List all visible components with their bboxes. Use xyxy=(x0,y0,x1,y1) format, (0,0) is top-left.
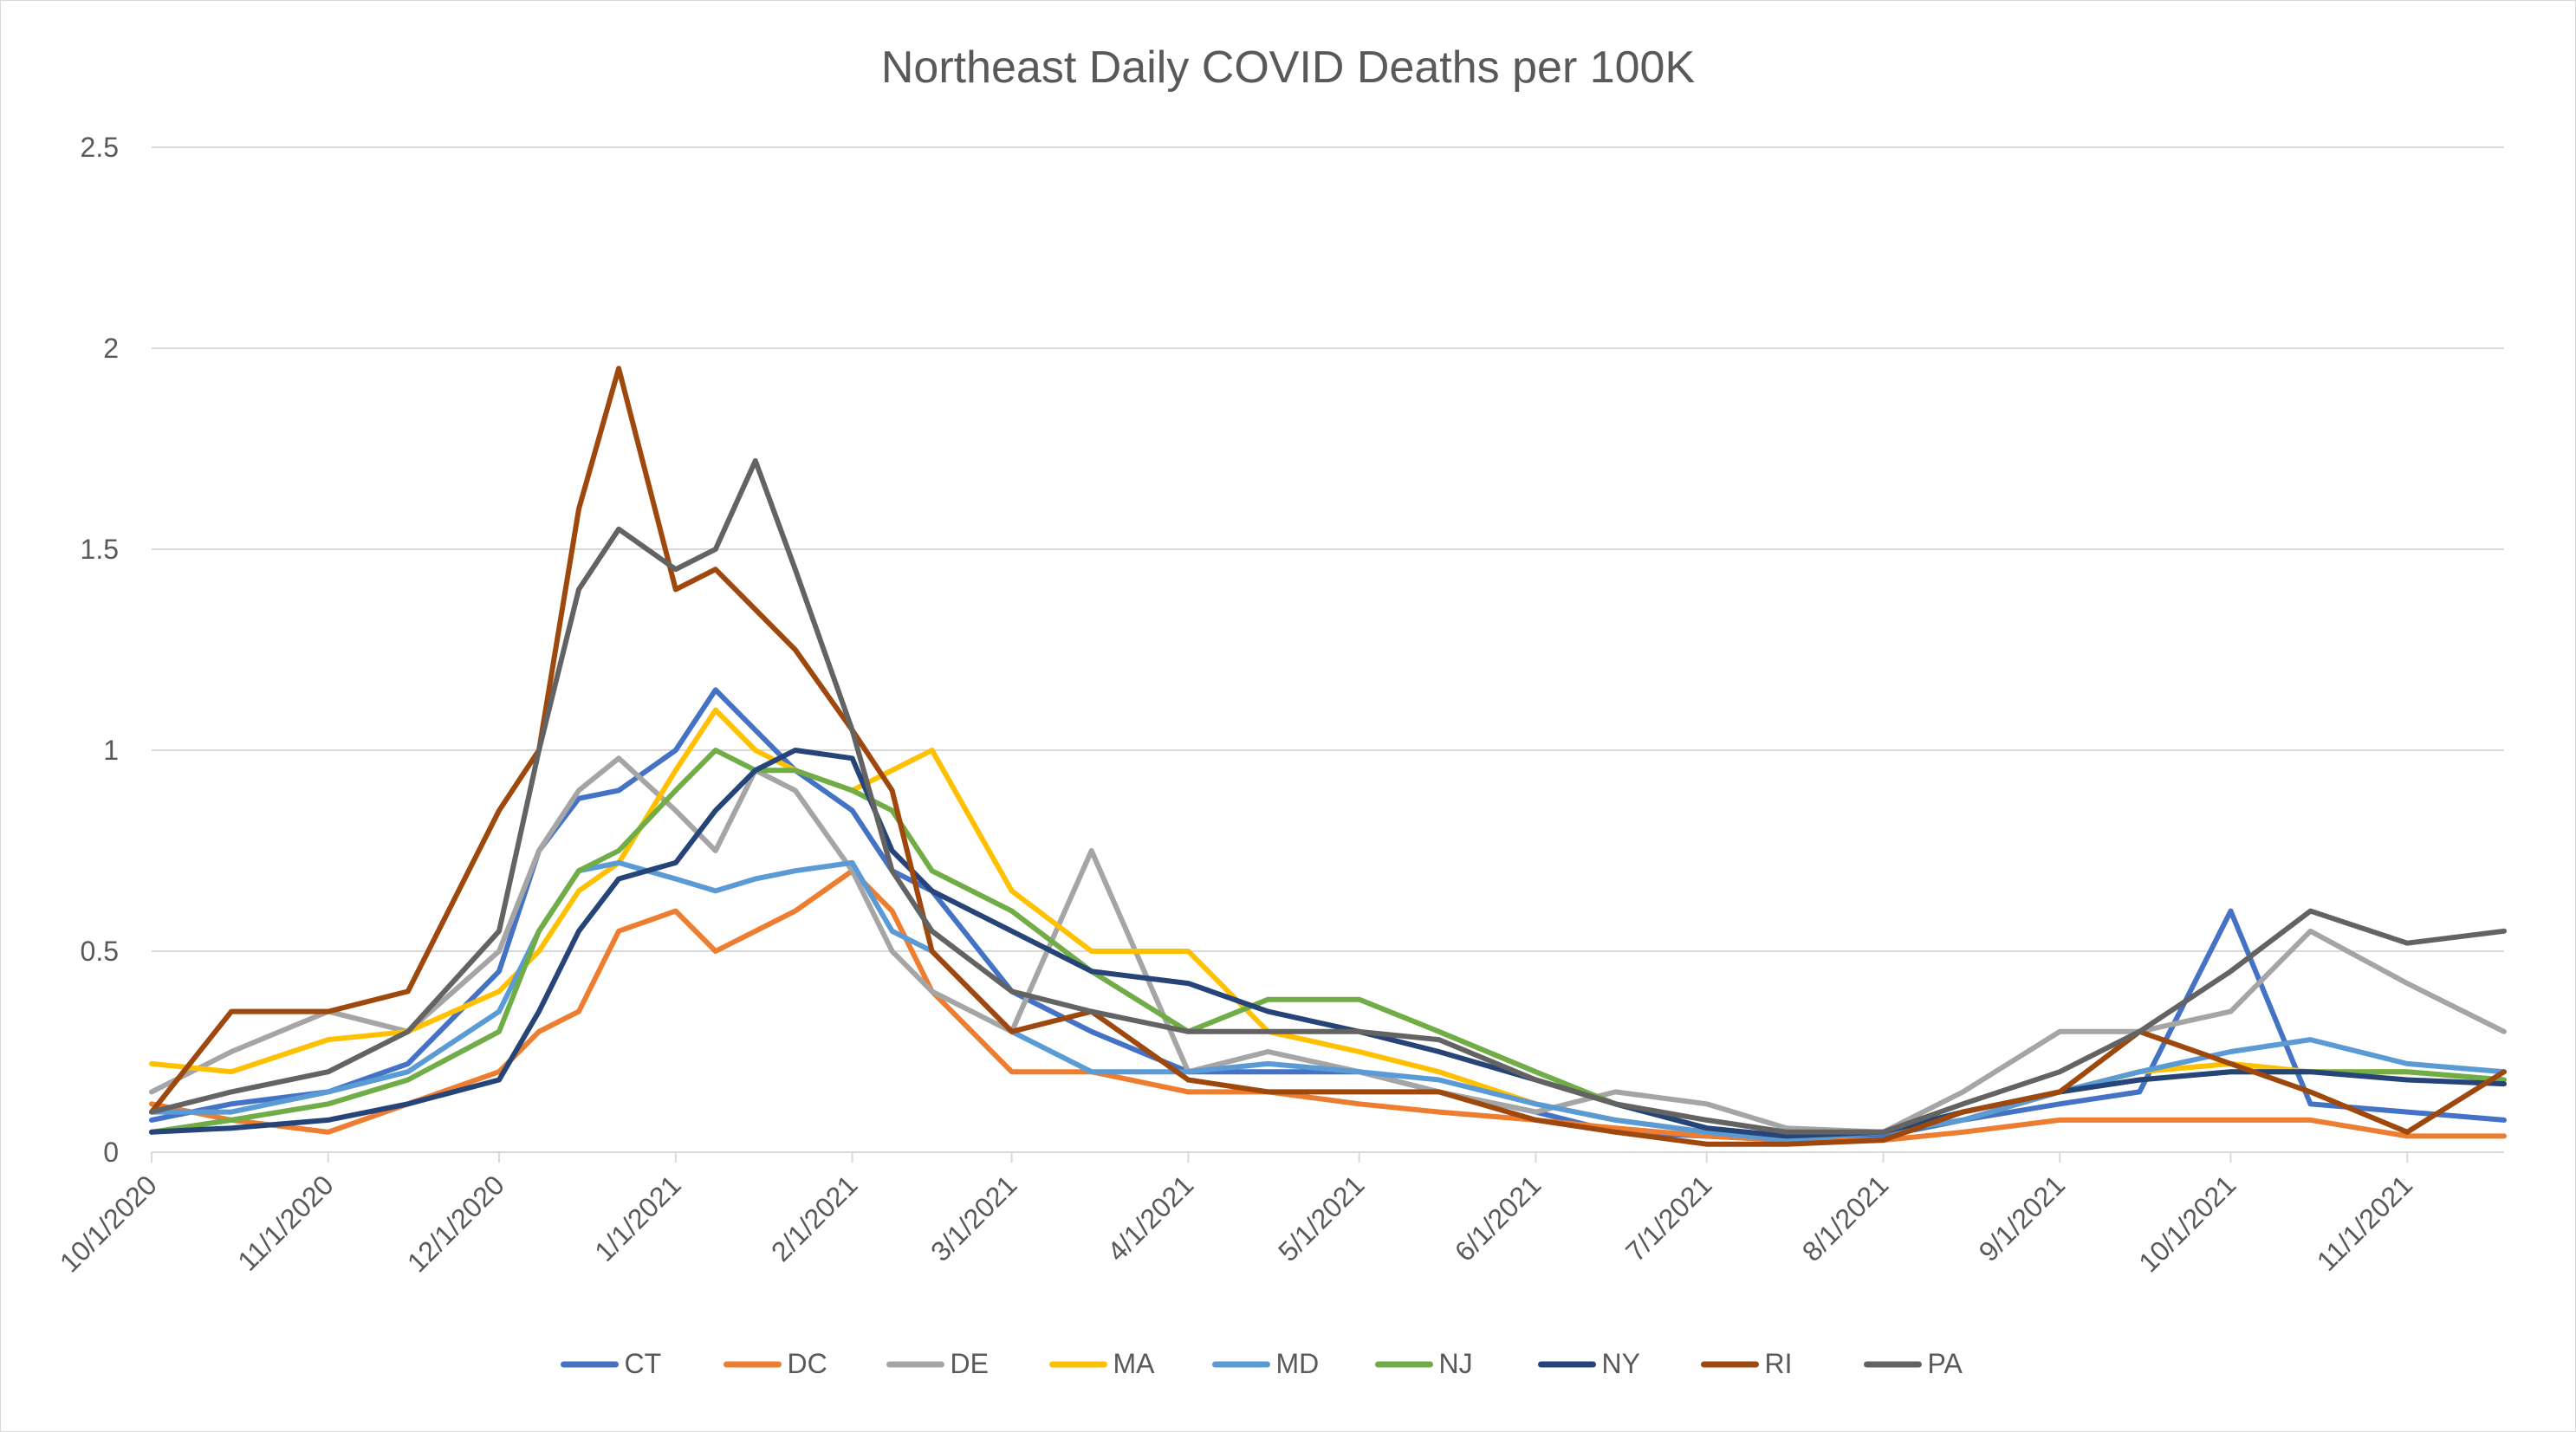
x-tick-label: 10/1/2020 xyxy=(54,1169,163,1278)
gridlines xyxy=(152,146,2504,1153)
y-tick-label: 2.5 xyxy=(81,132,119,163)
x-tick-label: 7/1/2021 xyxy=(1619,1169,1718,1267)
x-tick-label: 6/1/2021 xyxy=(1449,1169,1548,1267)
y-tick-label: 2 xyxy=(103,333,119,364)
y-tick-label: 1 xyxy=(103,735,119,766)
legend-label-md: MD xyxy=(1276,1348,1320,1379)
series-line-de xyxy=(149,755,2507,1135)
x-tick-label: 11/1/2020 xyxy=(231,1169,339,1276)
legend-label-ny: NY xyxy=(1602,1348,1640,1379)
y-tick-label: 0 xyxy=(103,1137,119,1168)
x-tick-label: 10/1/2021 xyxy=(2132,1169,2242,1278)
legend: CT DC DE MA MD NJ NY RI PA xyxy=(561,1348,1963,1379)
y-axis: 0 0.5 1 1.5 2 2.5 xyxy=(81,132,119,1168)
legend-label-de: DE xyxy=(951,1348,989,1379)
x-tick-label: 11/1/2021 xyxy=(2311,1169,2418,1276)
x-tick-label: 8/1/2021 xyxy=(1796,1169,1895,1267)
y-tick-label: 1.5 xyxy=(81,534,119,565)
x-tick-label: 3/1/2021 xyxy=(925,1169,1023,1267)
x-tick-label: 9/1/2021 xyxy=(1973,1169,2072,1267)
legend-label-ri: RI xyxy=(1765,1348,1793,1379)
x-tick-label: 1/1/2021 xyxy=(588,1169,687,1267)
x-tick-label: 5/1/2021 xyxy=(1272,1169,1371,1267)
legend-label-dc: DC xyxy=(788,1348,827,1379)
series-line-pa xyxy=(149,457,2507,1135)
x-axis: 10/1/2020 11/1/2020 12/1/2020 1/1/2021 2/1/2… xyxy=(54,1151,2504,1279)
legend-label-pa: PA xyxy=(1928,1348,1963,1379)
legend-label-nj: NJ xyxy=(1439,1348,1473,1379)
x-tick-label: 2/1/2021 xyxy=(765,1169,864,1267)
legend-label-ct: CT xyxy=(625,1348,662,1379)
series-lines xyxy=(149,366,2507,1147)
y-tick-label: 0.5 xyxy=(81,936,119,967)
chart-title: Northeast Daily COVID Deaths per 100K xyxy=(880,42,1696,93)
x-tick-label: 12/1/2020 xyxy=(401,1169,510,1278)
x-tick-label: 4/1/2021 xyxy=(1101,1169,1200,1267)
legend-label-ma: MA xyxy=(1113,1348,1156,1379)
